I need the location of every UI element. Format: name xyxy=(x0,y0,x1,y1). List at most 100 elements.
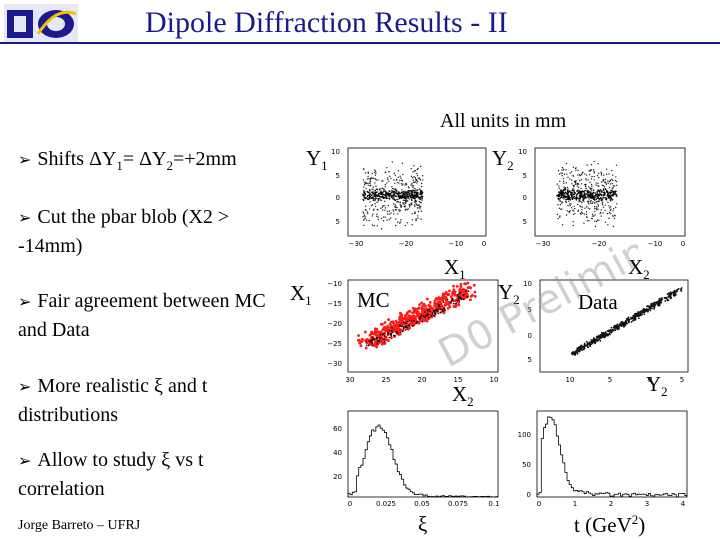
scatter-point xyxy=(600,194,603,197)
tick-label: 10 xyxy=(523,280,532,288)
scatter-point xyxy=(586,200,589,203)
scatter-point xyxy=(368,189,371,191)
band-point xyxy=(359,340,363,344)
scatter-point xyxy=(374,189,376,192)
scatter-point xyxy=(414,181,416,184)
scatter-point xyxy=(562,189,565,192)
band-point xyxy=(408,324,411,327)
band-point xyxy=(586,344,589,347)
tick-label: −20 xyxy=(592,240,607,248)
band-point xyxy=(429,310,431,313)
scatter-point xyxy=(608,194,611,197)
band-point xyxy=(680,287,683,289)
scatter-point xyxy=(416,189,419,191)
scatter-point xyxy=(394,182,396,185)
scatter-point xyxy=(597,184,599,187)
scatter-point xyxy=(394,188,396,190)
band-point xyxy=(623,325,625,328)
band-point xyxy=(648,305,651,308)
scatter-point xyxy=(590,196,592,198)
scatter-point xyxy=(419,179,422,181)
band-point xyxy=(383,335,386,337)
band-point xyxy=(407,315,411,319)
scatter-point xyxy=(573,189,575,192)
scatter-point xyxy=(591,175,593,178)
band-point xyxy=(659,301,662,304)
band-point xyxy=(602,332,605,335)
scatter-point xyxy=(412,186,414,189)
scatter-point xyxy=(397,213,399,215)
scatter-point xyxy=(375,188,378,190)
scatter-point xyxy=(420,190,423,193)
scatter-point xyxy=(414,205,416,208)
scatter-point xyxy=(612,191,615,193)
scatter-point xyxy=(376,191,379,193)
band-point xyxy=(570,352,573,355)
band-point xyxy=(610,331,613,334)
scatter-point xyxy=(374,205,377,208)
scatter-point xyxy=(614,179,617,182)
tick-label: 0.1 xyxy=(488,500,499,508)
scatter-point xyxy=(558,207,561,210)
scatter-point xyxy=(601,184,604,187)
label-y2-correlation: Y2 xyxy=(498,280,520,308)
scatter-point xyxy=(366,211,369,213)
units-note: All units in mm xyxy=(440,110,567,132)
scatter-point xyxy=(412,181,415,184)
scatter-point xyxy=(416,168,419,171)
scatter-point xyxy=(606,168,608,170)
scatter-point xyxy=(374,191,376,194)
scatter-point xyxy=(570,207,573,209)
band-point xyxy=(377,330,380,334)
scatter-point xyxy=(394,205,396,208)
scatter-point xyxy=(372,213,374,215)
band-point xyxy=(616,323,619,326)
band-point xyxy=(433,299,437,303)
band-point xyxy=(395,323,399,327)
scatter-point xyxy=(611,198,614,201)
tick-label: −30 xyxy=(536,240,551,248)
scatter-point xyxy=(411,196,414,199)
scatter-point xyxy=(615,190,617,193)
scatter-point xyxy=(390,212,392,214)
scatter-point xyxy=(600,209,602,211)
scatter-point xyxy=(370,194,373,197)
band-point xyxy=(381,334,384,336)
scatter-point xyxy=(582,212,584,215)
scatter-point xyxy=(580,211,583,213)
scatter-point xyxy=(367,182,369,184)
scatter-point xyxy=(609,198,611,201)
scatter-point xyxy=(379,199,382,201)
scatter-point xyxy=(569,172,571,174)
scatter-point xyxy=(576,190,578,192)
band-point xyxy=(667,292,670,295)
scatter-point xyxy=(571,198,574,201)
scatter-point xyxy=(598,191,601,193)
scatter-point xyxy=(563,182,565,185)
page-title: Dipole Diffraction Results - II xyxy=(145,6,508,39)
scatter-point xyxy=(594,225,597,228)
scatter-point xyxy=(579,174,581,177)
band-point xyxy=(420,301,424,305)
scatter-point xyxy=(374,174,377,176)
band-point xyxy=(375,327,379,331)
scatter-point xyxy=(380,196,383,198)
scatter-point xyxy=(416,196,419,198)
scatter-point xyxy=(375,197,377,200)
scatter-point xyxy=(568,203,571,205)
scatter-point xyxy=(376,225,379,227)
arrow-bullet-icon: ➢ xyxy=(18,451,32,470)
band-point xyxy=(457,298,460,301)
band-point xyxy=(606,333,609,336)
scatter-point xyxy=(572,213,575,216)
scatter-point xyxy=(585,183,587,186)
scatter-point xyxy=(612,185,615,187)
scatter-point xyxy=(610,189,612,192)
scatter-point xyxy=(565,201,568,204)
tick-label: 60 xyxy=(333,425,342,433)
scatter-point xyxy=(411,219,414,221)
band-point xyxy=(466,286,470,290)
scatter-point xyxy=(366,212,369,215)
band-point xyxy=(425,297,429,301)
band-point xyxy=(439,311,442,314)
